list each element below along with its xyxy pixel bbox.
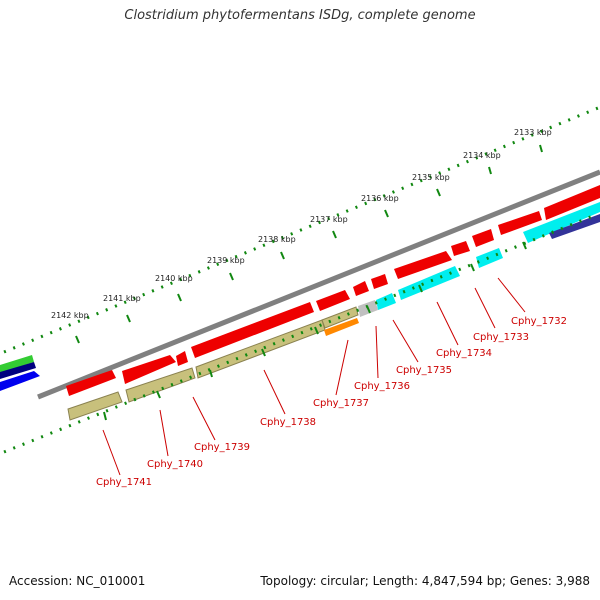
kbp-label: 2142 kbp [51, 311, 89, 320]
gene-label: Cphy_1740 [147, 459, 203, 470]
kbp-label: 2135 kbp [412, 173, 450, 182]
gene-label: Cphy_1734 [436, 348, 492, 359]
label-leaders [102, 277, 526, 476]
kbp-label: 2137 kbp [310, 215, 348, 224]
left-partial-features [0, 355, 40, 391]
kbp-labels: 2133 kbp 2134 kbp 2135 kbp 2136 kbp 2137… [51, 128, 552, 320]
kbp-label: 2140 kbp [155, 274, 193, 283]
forward-strand-genes [66, 211, 542, 396]
gene-label: Cphy_1733 [473, 332, 529, 343]
reverse-strand-genes [67, 248, 503, 421]
genome-backbone [37, 169, 600, 400]
kbp-label: 2139 kbp [207, 256, 245, 265]
topology-summary: Topology: circular; Length: 4,847,594 bp… [260, 574, 590, 588]
gene-labels: Cphy_1732 Cphy_1733 Cphy_1734 Cphy_1735 … [96, 316, 567, 488]
kbp-label: 2136 kbp [361, 194, 399, 203]
gene-label: Cphy_1738 [260, 417, 316, 428]
kbp-label: 2133 kbp [514, 128, 552, 137]
gene-label: Cphy_1732 [511, 316, 567, 327]
gene-label: Cphy_1741 [96, 477, 152, 488]
gene-label: Cphy_1737 [313, 398, 369, 409]
kbp-label: 2141 kbp [103, 294, 141, 303]
accession-text: Accession: NC_010001 [9, 574, 146, 588]
inner-tick-ring [3, 212, 599, 454]
gene-label: Cphy_1739 [194, 442, 250, 453]
gene-label: Cphy_1736 [354, 381, 410, 392]
outer-tick-ring [3, 106, 599, 354]
kbp-label: 2138 kbp [258, 235, 296, 244]
gene-label: Cphy_1735 [396, 365, 452, 376]
kbp-label: 2134 kbp [463, 151, 501, 160]
map-title: Clostridium phytofermentans ISDg, comple… [124, 8, 476, 23]
right-partial-features [523, 185, 600, 243]
